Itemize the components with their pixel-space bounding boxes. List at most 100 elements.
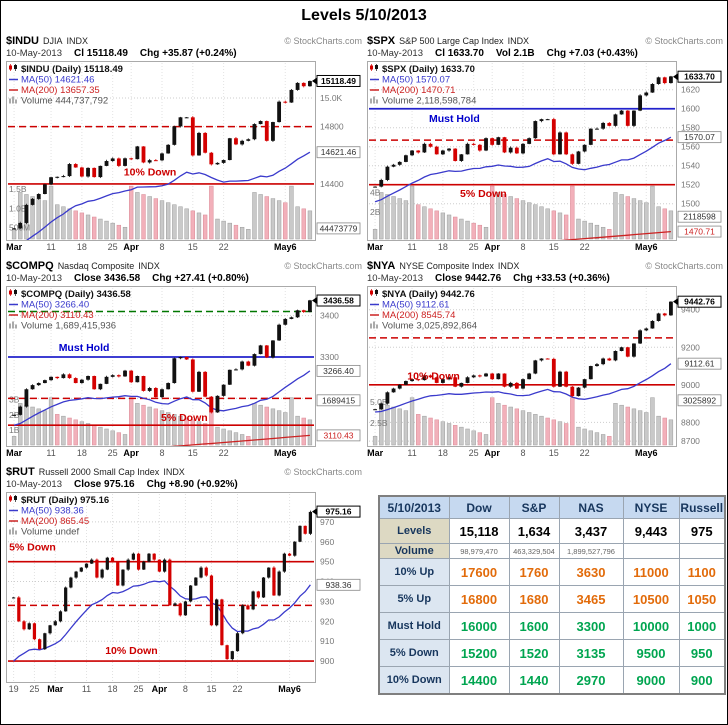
x-axis: Mar 11 18 25 Apr 8 15 22 May6 [6, 241, 362, 254]
x-axis-tick: 19 [8, 684, 19, 694]
chart-close-value: Cl 1633.70 [434, 48, 484, 59]
chart-index-name: Russell 2000 Small Cap Index [38, 467, 160, 477]
chart-header: $INDU DJIA INDX © StockCharts.com [6, 35, 362, 48]
table-cell: 17600 [448, 558, 510, 586]
chart-volume-value: Vol 2.1B [495, 48, 535, 59]
svg-text:970: 970 [320, 517, 334, 527]
table-cell: 900 [678, 666, 726, 695]
stockcharts-credit: © StockCharts.com [284, 261, 362, 271]
svg-text:9442.76: 9442.76 [684, 297, 715, 307]
svg-text:1689415: 1689415 [322, 395, 355, 405]
stockcharts-credit: © StockCharts.com [645, 261, 723, 271]
chart-nya: $NYA NYSE Composite Index INDX © StockChart… [367, 260, 723, 460]
svg-text:975.16: 975.16 [326, 507, 352, 517]
svg-text:MA(200) 1470.71: MA(200) 1470.71 [382, 85, 455, 96]
x-axis-tick: May6 [634, 242, 658, 252]
svg-text:1580: 1580 [681, 123, 700, 133]
x-axis-tick: 15 [548, 448, 559, 458]
table-col-header: S&P [508, 495, 560, 519]
svg-text:9400: 9400 [681, 305, 700, 315]
svg-text:MA(200) 3110.43: MA(200) 3110.43 [21, 310, 94, 321]
x-axis-tick: Apr [151, 684, 168, 694]
svg-text:9112.61: 9112.61 [684, 359, 714, 369]
table-cell: 98,979,470 [448, 543, 510, 559]
svg-text:Volume 2,118,598,784: Volume 2,118,598,784 [382, 96, 476, 107]
table-cell: 10000 [622, 612, 680, 640]
chart-change: Chg +8.90 (+0.92%) [146, 479, 238, 490]
x-axis-tick: 11 [46, 448, 56, 458]
svg-text:920: 920 [320, 616, 334, 626]
levels-table: 5/10/2013 Dow S&P NAS NYSE Russell Levels 15,11… [378, 495, 726, 695]
table-col-header: Dow [448, 495, 510, 519]
svg-text:3B: 3B [9, 395, 20, 405]
chart-plot: 9400 9200 9000 8800 8700 5.0B 2.5B $NYA (Daily)… [367, 286, 722, 447]
svg-text:5% Down: 5% Down [460, 188, 507, 200]
x-axis-tick: 11 [46, 242, 56, 252]
chart-index-kind: INDX [163, 467, 185, 477]
svg-text:1560: 1560 [681, 142, 700, 152]
x-axis-tick: Mar [367, 242, 384, 252]
table-cell: 9500 [622, 639, 680, 667]
x-axis-tick: 8 [520, 242, 526, 252]
table-cell: 1050 [678, 585, 726, 613]
x-axis: Mar 11 18 25 Apr 8 15 22 May6 [367, 241, 723, 254]
x-axis-tick: 22 [579, 242, 590, 252]
svg-text:3025892: 3025892 [683, 395, 716, 405]
svg-text:8800: 8800 [681, 417, 700, 427]
svg-text:Volume undef: Volume undef [21, 527, 79, 538]
svg-text:2B: 2B [370, 207, 381, 217]
svg-text:MA(50) 3266.40: MA(50) 3266.40 [21, 300, 89, 311]
x-axis-tick: 25 [107, 448, 118, 458]
chart-index-kind: INDX [497, 261, 520, 271]
chart-date: 10-May-2013 [6, 273, 62, 284]
chart-index-name: Nasdaq Composite [57, 261, 135, 271]
chart-header: $NYA NYSE Composite Index INDX © StockChart… [367, 260, 723, 273]
stockcharts-credit: © StockCharts.com [645, 36, 723, 46]
svg-text:10% Down: 10% Down [105, 645, 158, 657]
chart-close-value: Cl 15118.49 [73, 48, 128, 59]
x-axis-tick: 11 [407, 448, 417, 458]
svg-text:2118598: 2118598 [683, 212, 716, 222]
x-axis-tick: May6 [273, 448, 297, 458]
chart-change: Chg +35.87 (+0.24%) [139, 48, 237, 59]
chart-symbol: $NYA [367, 260, 396, 272]
svg-text:3436.58: 3436.58 [323, 296, 354, 306]
table-cell: 950 [678, 639, 726, 667]
svg-text:3110.43: 3110.43 [323, 430, 353, 440]
x-axis-tick: May6 [278, 684, 301, 694]
table-row-label: Must Hold [378, 612, 450, 640]
table-row-label: 5% Down [378, 639, 450, 667]
table-row-10-down: 10% Down 14400 1440 2970 9000 900 [378, 666, 726, 695]
table-row-label: Levels [378, 518, 450, 544]
svg-text:960: 960 [320, 537, 334, 547]
svg-text:1B: 1B [9, 425, 20, 435]
table-cell: 16000 [448, 612, 510, 640]
x-axis-tick: 8 [159, 448, 165, 458]
x-axis-tick: Mar [47, 684, 64, 694]
chart-index-kind: INDX [138, 261, 160, 271]
svg-text:3400: 3400 [320, 311, 339, 321]
table-cell: 1680 [508, 585, 560, 613]
svg-text:8700: 8700 [681, 436, 700, 446]
svg-text:MA(200) 8545.74: MA(200) 8545.74 [382, 310, 455, 321]
svg-text:44473779: 44473779 [320, 223, 358, 233]
table-cell [622, 543, 680, 559]
x-axis-tick: 25 [468, 242, 479, 252]
chart-date: 10-May-2013 [6, 48, 62, 59]
svg-text:5% Down: 5% Down [9, 542, 56, 554]
table-cell: 1760 [508, 558, 560, 586]
x-axis-tick: 18 [437, 448, 448, 458]
x-axis: Mar 11 18 25 Apr 8 15 22 May6 [6, 447, 362, 460]
chart-index-name: DJIA [43, 36, 63, 46]
svg-text:Volume 3,025,892,864: Volume 3,025,892,864 [382, 321, 477, 332]
chart-plot: 970960950940930920910900$RUT (Daily) 975… [6, 492, 361, 683]
chart-subheader: 10-May-2013 Close 3436.58 Chg +27.41 (+0.8… [6, 273, 362, 286]
svg-text:1620: 1620 [681, 85, 700, 95]
chart-rut: $RUT Russell 2000 Small Cap Index INDX © St… [6, 466, 362, 696]
table-row-5-down: 5% Down 15200 1520 3135 9500 950 [378, 639, 726, 667]
table-cell: 1440 [508, 666, 560, 695]
svg-text:15118.49: 15118.49 [321, 76, 356, 86]
table-row-label: 5% Up [378, 585, 450, 613]
svg-text:MA(200) 13657.35: MA(200) 13657.35 [21, 85, 100, 96]
